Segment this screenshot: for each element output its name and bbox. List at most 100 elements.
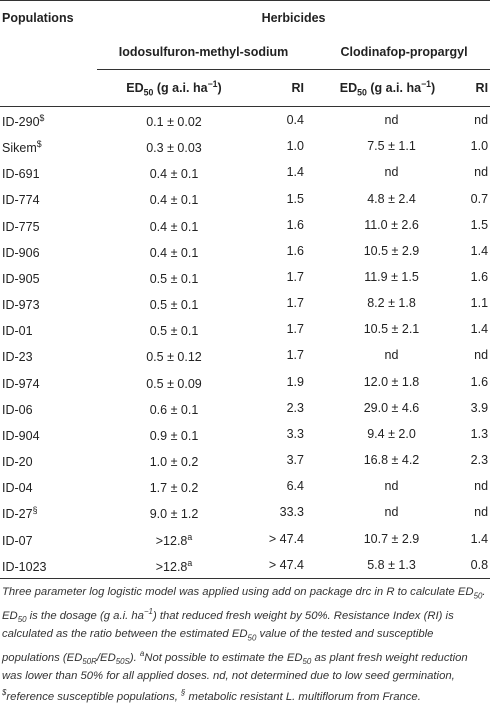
- ed50-clodinafop-cell: 4.8 ± 2.4: [367, 191, 416, 206]
- ed50-clodinafop-cell: 29.0 ± 4.6: [363, 400, 420, 415]
- ri-clodinafop-cell: nd: [474, 113, 489, 128]
- table-row: ID-01 0.5 ± 0.1 1.7 10.5 ± 2.1 1.4: [0, 316, 490, 342]
- ri-iodosulfuron-cell: 1.9: [286, 374, 304, 389]
- ed50-clodinafop-cell: 10.7 ± 2.9: [363, 531, 420, 546]
- ri-iodosulfuron-cell: 1.7: [286, 270, 304, 285]
- ri-iodosulfuron-cell: 3.3: [286, 426, 304, 441]
- table-row: Sikem$ 0.3 ± 0.03 1.0 7.5 ± 1.1 1.0: [0, 133, 490, 159]
- table-row: ID-906 0.4 ± 0.1 1.6 10.5 ± 2.9 1.4: [0, 238, 490, 264]
- population-cell: ID-973: [2, 298, 40, 313]
- ed50-clodinafop-cell: 11.0 ± 2.6: [364, 217, 419, 232]
- population-cell: ID-974: [2, 376, 40, 391]
- ed50-clodinafop-cell: 10.5 ± 2.9: [363, 243, 420, 258]
- ri-clodinafop-cell: nd: [474, 479, 489, 494]
- ri-header-1: RI: [251, 69, 310, 107]
- ed50-clodinafop-cell: 16.8 ± 4.2: [363, 453, 420, 468]
- ed50-iodosulfuron-cell: 0.4 ± 0.1: [149, 219, 199, 234]
- ed50-iodosulfuron-cell: 0.5 ± 0.09: [146, 376, 202, 391]
- ri-clodinafop-cell: 1.0: [470, 139, 489, 154]
- ed50-iodosulfuron-cell: 0.3 ± 0.03: [146, 141, 202, 156]
- population-cell: ID-07: [2, 533, 33, 548]
- ed50-iodosulfuron-cell: 0.6 ± 0.1: [149, 402, 199, 417]
- population-cell: ID-290$: [2, 113, 45, 130]
- population-cell: ID-27§: [2, 505, 38, 522]
- ri-clodinafop-cell: 1.3: [470, 426, 489, 441]
- ed50-header-1: ED50 (g a.i. ha−1): [97, 69, 251, 107]
- table-row: ID-07 >12.8a > 47.4 10.7 ± 2.9 1.4: [0, 526, 490, 552]
- ri-clodinafop-cell: 1.4: [470, 243, 489, 258]
- ri-iodosulfuron-cell: 1.5: [286, 191, 304, 206]
- population-cell: ID-04: [2, 481, 33, 496]
- ri-iodosulfuron-cell: 1.6: [286, 217, 304, 232]
- table-body: ID-290$ 0.1 ± 0.02 0.4 nd nd Sikem$ 0.3 ± 0.03…: [0, 107, 490, 579]
- ed50-iodosulfuron-cell: 1.7 ± 0.2: [149, 481, 199, 496]
- table-footnote: Three parameter log logistic model was a…: [2, 585, 486, 703]
- ri-iodosulfuron-cell: 6.4: [286, 479, 304, 494]
- ri-iodosulfuron-cell: > 47.4: [251, 551, 310, 579]
- ed50-clodinafop-cell: nd: [384, 165, 399, 180]
- ed50-iodosulfuron-cell: >12.8a: [155, 531, 193, 548]
- ri-iodosulfuron-cell: 0.4: [286, 113, 304, 128]
- table-row: ID-905 0.5 ± 0.1 1.7 11.9 ± 1.5 1.6: [0, 264, 490, 290]
- ri-clodinafop-cell: 1.1: [470, 296, 489, 311]
- ed50-clodinafop-cell: nd: [384, 348, 399, 363]
- table-row: ID-290$ 0.1 ± 0.02 0.4 nd nd: [0, 107, 490, 134]
- ri-iodosulfuron-cell: 1.7: [286, 348, 304, 363]
- population-cell: Sikem$: [2, 139, 42, 156]
- ed50-clodinafop-cell: 11.9 ± 1.5: [364, 270, 419, 285]
- ri-clodinafop-cell: 3.9: [470, 400, 489, 415]
- population-cell: ID-06: [2, 402, 33, 417]
- table-row: ID-1023 >12.8a > 47.4 5.8 ± 1.3 0.8: [0, 551, 490, 579]
- ri-clodinafop-cell: 2.3: [470, 453, 489, 468]
- population-cell: ID-906: [2, 245, 40, 260]
- ri-iodosulfuron-cell: > 47.4: [268, 531, 304, 546]
- ed50-clodinafop-cell: 12.0 ± 1.8: [363, 374, 420, 389]
- population-cell: ID-23: [2, 350, 33, 365]
- ed50-iodosulfuron-cell: 1.0 ± 0.2: [149, 455, 199, 470]
- population-cell: ID-774: [2, 193, 40, 208]
- ed50-clodinafop-cell: 10.5 ± 2.1: [363, 322, 420, 337]
- ed50-iodosulfuron-cell: 0.5 ± 0.12: [146, 350, 202, 365]
- table-row: ID-974 0.5 ± 0.09 1.9 12.0 ± 1.8 1.6: [0, 369, 490, 395]
- ri-clodinafop-cell: 1.5: [470, 217, 489, 232]
- ri-clodinafop-cell: 1.4: [470, 322, 489, 337]
- ri-clodinafop-cell: nd: [474, 165, 489, 180]
- table-row: ID-973 0.5 ± 0.1 1.7 8.2 ± 1.8 1.1: [0, 290, 490, 316]
- ed50-clodinafop-cell: 9.4 ± 2.0: [367, 426, 416, 441]
- ed50-clodinafop-cell: 8.2 ± 1.8: [367, 296, 416, 311]
- table-row: ID-23 0.5 ± 0.12 1.7 nd nd: [0, 342, 490, 368]
- ri-clodinafop-cell: 0.7: [470, 191, 489, 206]
- herbicide-results-table: Populations Herbicides Iodosulfuron-meth…: [0, 0, 490, 579]
- ed50-header-2: ED50 (g a.i. ha−1): [310, 69, 465, 107]
- ri-header-2: RI: [465, 69, 490, 107]
- ed50-iodosulfuron-cell: 0.9 ± 0.1: [149, 429, 199, 444]
- herbicide-1-header: Iodosulfuron-methyl-sodium: [97, 35, 310, 70]
- ri-iodosulfuron-cell: 1.7: [286, 322, 304, 337]
- table-row: ID-775 0.4 ± 0.1 1.6 11.0 ± 2.6 1.5: [0, 212, 490, 238]
- herbicide-2-header: Clodinafop-propargyl: [310, 35, 490, 70]
- population-cell: ID-01: [2, 324, 33, 339]
- population-cell: ID-775: [2, 219, 40, 234]
- ri-clodinafop-cell: nd: [474, 348, 489, 363]
- ed50-iodosulfuron-cell: 0.4 ± 0.1: [149, 167, 199, 182]
- table-row: ID-06 0.6 ± 0.1 2.3 29.0 ± 4.6 3.9: [0, 395, 490, 421]
- ri-iodosulfuron-cell: 33.3: [279, 505, 304, 520]
- ed50-iodosulfuron-cell: 9.0 ± 1.2: [149, 507, 199, 522]
- ri-clodinafop-cell: nd: [474, 505, 489, 520]
- herbicides-header: Herbicides: [97, 0, 490, 35]
- ed50-clodinafop-cell: 7.5 ± 1.1: [367, 139, 416, 154]
- table-row: ID-27§ 9.0 ± 1.2 33.3 nd nd: [0, 499, 490, 525]
- ed50-iodosulfuron-cell: 0.4 ± 0.1: [149, 193, 199, 208]
- ri-iodosulfuron-cell: 2.3: [286, 400, 304, 415]
- ri-iodosulfuron-cell: 1.0: [286, 139, 304, 154]
- ri-iodosulfuron-cell: 3.7: [286, 453, 304, 468]
- table-row: ID-904 0.9 ± 0.1 3.3 9.4 ± 2.0 1.3: [0, 421, 490, 447]
- table-row: ID-04 1.7 ± 0.2 6.4 nd nd: [0, 473, 490, 499]
- ed50-clodinafop-cell: nd: [384, 113, 399, 128]
- population-cell: ID-20: [2, 455, 33, 470]
- ed50-iodosulfuron-cell: 0.4 ± 0.1: [149, 245, 199, 260]
- population-cell: ID-904: [2, 429, 40, 444]
- ri-clodinafop-cell: 0.8: [465, 551, 490, 579]
- ed50-clodinafop-cell: nd: [384, 505, 399, 520]
